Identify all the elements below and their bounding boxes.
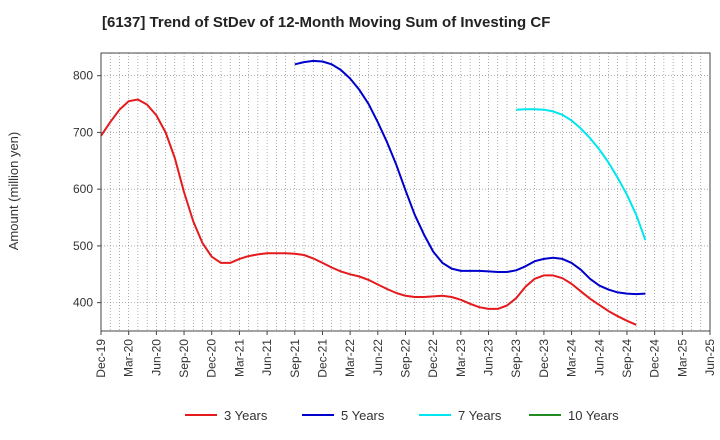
x-tick-label: Mar-23: [454, 339, 468, 377]
x-tick-label: Mar-20: [122, 339, 136, 377]
legend-label: 3 Years: [224, 408, 268, 423]
y-axis: 400 500 600 700 800: [73, 69, 101, 310]
y-axis-label: Amount (million yen): [6, 132, 21, 251]
x-tick-label: Jun-24: [592, 339, 606, 376]
x-tick-label: Sep-21: [288, 339, 302, 378]
grid: [101, 53, 710, 331]
series-lines: [100, 59, 647, 326]
legend-label: 7 Years: [458, 408, 502, 423]
chart-title: [6137] Trend of StDev of 12-Month Moving…: [102, 14, 551, 31]
x-tick-label: Mar-22: [343, 339, 357, 377]
x-tick-label: Dec-21: [315, 339, 329, 378]
x-tick-label: Mar-24: [565, 339, 579, 377]
y-tick-label: 800: [73, 69, 93, 83]
legend-label: 5 Years: [341, 408, 385, 423]
y-tick-label: 500: [73, 239, 93, 253]
x-tick-label: Dec-23: [537, 339, 551, 378]
x-tick-label: Sep-24: [620, 339, 634, 378]
x-tick-label: Jun-21: [260, 339, 274, 376]
y-tick-label: 400: [73, 296, 93, 310]
x-tick-label: Dec-19: [94, 339, 108, 378]
x-tick-label: Jun-23: [482, 339, 496, 376]
series-line-7-years: [516, 108, 647, 241]
x-tick-label: Dec-22: [426, 339, 440, 378]
x-axis: Dec-19 Mar-20 Jun-20 Sep-20 Dec-20 Mar-21 Jun-…: [94, 331, 717, 378]
x-tick-label: Sep-20: [177, 339, 191, 378]
series-line-3-years: [100, 98, 637, 326]
y-tick-label: 600: [73, 182, 93, 196]
x-tick-label: Jun-25: [703, 339, 717, 376]
x-tick-label: Dec-20: [205, 339, 219, 378]
series-line-5-years: [294, 59, 646, 296]
x-tick-label: Mar-25: [675, 339, 689, 377]
x-tick-label: Sep-22: [399, 339, 413, 378]
y-tick-label: 700: [73, 125, 93, 139]
x-tick-label: Jun-22: [371, 339, 385, 376]
x-tick-label: Dec-24: [648, 339, 662, 378]
x-tick-label: Mar-21: [232, 339, 246, 377]
x-tick-label: Jun-20: [149, 339, 163, 376]
legend-label: 10 Years: [568, 408, 619, 423]
x-tick-label: Sep-23: [509, 339, 523, 378]
legend: 3 Years 5 Years 7 Years 10 Years: [185, 408, 619, 423]
